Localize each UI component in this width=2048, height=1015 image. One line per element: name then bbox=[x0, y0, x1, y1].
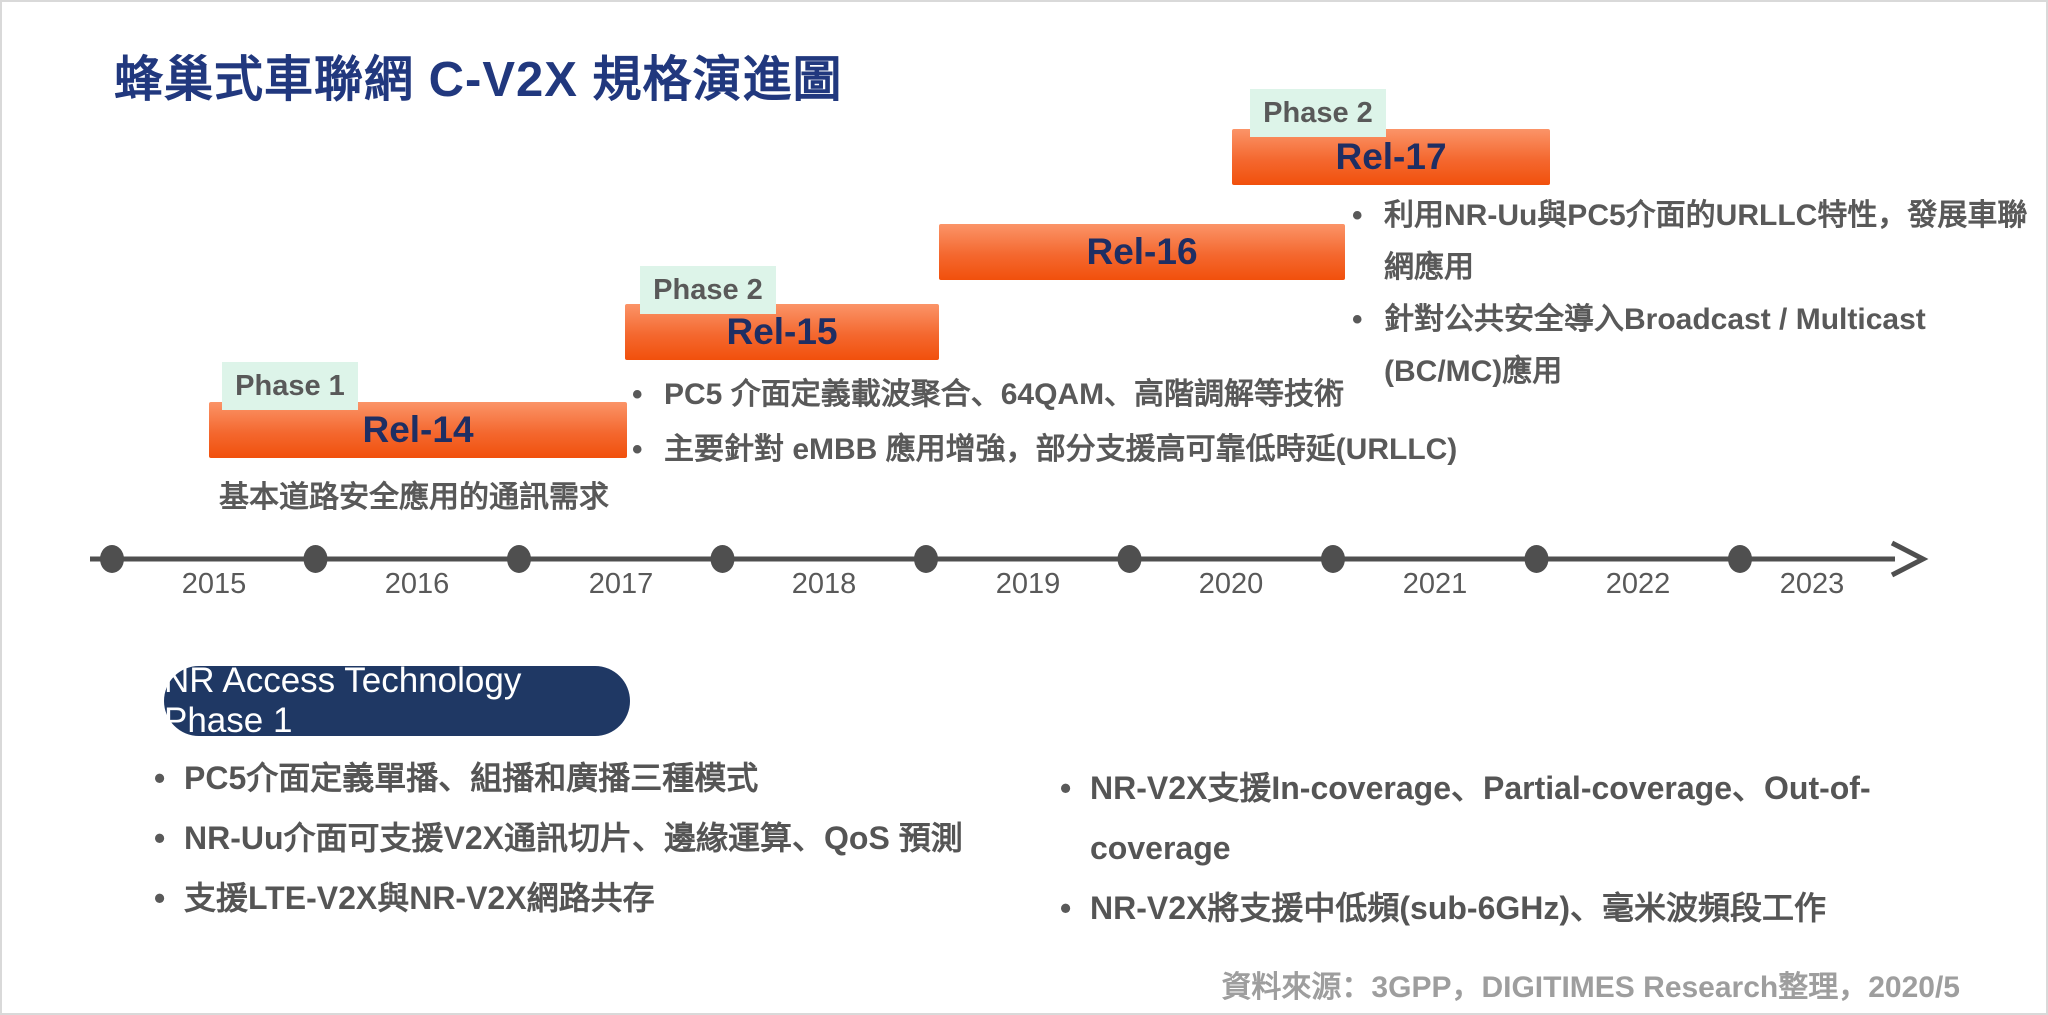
timeline-dot bbox=[1117, 545, 1142, 573]
note-item: • NR-V2X將支援中低頻(sub-6GHz)、毫米波頻段工作 bbox=[1060, 878, 1910, 938]
nr-phase1-left-bullets: • PC5介面定義單播、組播和廣播三種模式 • NR-Uu介面可支援V2X通訊切… bbox=[154, 758, 963, 938]
nr-right-bullet-text: NR-V2X支援In-coverage、Partial-coverage、Out… bbox=[1090, 770, 1871, 866]
phase-tag-rel-15: Phase 2 bbox=[640, 266, 776, 314]
rel-17-note-text: 利用NR-Uu與PC5介面的URLLC特性，發展車聯網應用 bbox=[1384, 199, 2028, 284]
bar-rel-17-label: Rel-17 bbox=[1335, 136, 1447, 177]
timeline-dot bbox=[710, 545, 735, 573]
note-item: • 利用NR-Uu與PC5介面的URLLC特性，發展車聯網應用 bbox=[1352, 190, 2046, 294]
bullet-icon: • bbox=[632, 378, 643, 411]
phase-tag-rel-17: Phase 2 bbox=[1250, 89, 1386, 137]
year-label-2020: 2020 bbox=[1198, 568, 1264, 600]
bar-rel-16-label: Rel-16 bbox=[1086, 231, 1198, 272]
bar-rel-16: Rel-16 bbox=[939, 224, 1345, 280]
rel-14-caption: 基本道路安全應用的通訊需求 bbox=[219, 481, 609, 514]
timeline-dot bbox=[507, 545, 531, 573]
year-label-2018: 2018 bbox=[791, 568, 857, 600]
bullet-icon: • bbox=[1060, 890, 1072, 926]
timeline-dot bbox=[914, 545, 938, 573]
note-item: • 支援LTE-V2X與NR-V2X網路共存 bbox=[154, 878, 963, 918]
page-title: 蜂巢式車聯網 C-V2X 規格演進圖 bbox=[114, 53, 843, 107]
rel-17-notes: • 利用NR-Uu與PC5介面的URLLC特性，發展車聯網應用 • 針對公共安全… bbox=[1352, 190, 2046, 398]
nr-phase1-badge: NR Access Technology Phase 1 bbox=[164, 661, 630, 740]
rel-17-note-text: 針對公共安全導入Broadcast / Multicast (BC/MC)應用 bbox=[1384, 303, 1926, 388]
bullet-icon: • bbox=[154, 820, 166, 856]
note-item: • PC5 介面定義載波聚合、64QAM、高階調解等技術 bbox=[632, 374, 1492, 416]
year-label-2017: 2017 bbox=[588, 568, 654, 600]
note-item: • 主要針對 eMBB 應用增強，部分支援高可靠低時延(URLLC) bbox=[632, 429, 1492, 471]
timeline-dot bbox=[1524, 545, 1549, 573]
rel-15-note-text: PC5 介面定義載波聚合、64QAM、高階調解等技術 bbox=[664, 378, 1345, 411]
nr-left-bullet-text: NR-Uu介面可支援V2X通訊切片、邊緣運算、QoS 預測 bbox=[184, 820, 963, 856]
bullet-icon: • bbox=[1060, 770, 1072, 806]
nr-right-bullet-text: NR-V2X將支援中低頻(sub-6GHz)、毫米波頻段工作 bbox=[1090, 890, 1827, 926]
nr-left-bullet-text: 支援LTE-V2X與NR-V2X網路共存 bbox=[184, 880, 655, 916]
bar-rel-14: Rel-14 bbox=[209, 402, 627, 458]
year-label-2021: 2021 bbox=[1402, 568, 1468, 600]
nr-phase1-right-bullets: • NR-V2X支援In-coverage、Partial-coverage、O… bbox=[1060, 758, 1910, 938]
note-item: • NR-V2X支援In-coverage、Partial-coverage、O… bbox=[1060, 758, 1910, 878]
timeline-axis bbox=[90, 540, 1929, 578]
bar-rel-15-label: Rel-15 bbox=[726, 311, 838, 352]
year-label-2022: 2022 bbox=[1605, 568, 1671, 600]
bar-rel-15: Rel-15 bbox=[625, 304, 939, 360]
bullet-icon: • bbox=[154, 880, 166, 916]
bullet-icon: • bbox=[1352, 199, 1363, 232]
year-label-2019: 2019 bbox=[995, 568, 1061, 600]
bar-rel-17: Rel-17 bbox=[1232, 129, 1550, 185]
bar-rel-14-label: Rel-14 bbox=[362, 409, 474, 450]
timeline-dot bbox=[303, 545, 328, 573]
year-label-2023: 2023 bbox=[1779, 568, 1845, 600]
phase-tag-rel-14: Phase 1 bbox=[222, 362, 358, 410]
timeline-dot bbox=[100, 545, 124, 573]
bullet-icon: • bbox=[1352, 303, 1363, 336]
source-note: 資料來源：3GPP，DIGITIMES Research整理，2020/5 bbox=[1221, 971, 1960, 1004]
year-label-2015: 2015 bbox=[181, 568, 247, 600]
rel-15-note-text: 主要針對 eMBB 應用增強，部分支援高可靠低時延(URLLC) bbox=[664, 433, 1458, 466]
bullet-icon: • bbox=[154, 760, 166, 796]
timeline-arrow-icon bbox=[1890, 540, 1929, 578]
note-item: • PC5介面定義單播、組播和廣播三種模式 bbox=[154, 758, 963, 798]
bullet-icon: • bbox=[632, 433, 643, 466]
note-item: • 針對公共安全導入Broadcast / Multicast (BC/MC)應… bbox=[1352, 294, 2046, 398]
timeline-dot bbox=[1728, 545, 1752, 573]
timeline-dot bbox=[1321, 545, 1345, 573]
note-item: • NR-Uu介面可支援V2X通訊切片、邊緣運算、QoS 預測 bbox=[154, 818, 963, 858]
rel-15-notes: • PC5 介面定義載波聚合、64QAM、高階調解等技術 • 主要針對 eMBB… bbox=[632, 374, 1492, 484]
nr-left-bullet-text: PC5介面定義單播、組播和廣播三種模式 bbox=[184, 760, 759, 796]
year-label-2016: 2016 bbox=[384, 568, 450, 600]
